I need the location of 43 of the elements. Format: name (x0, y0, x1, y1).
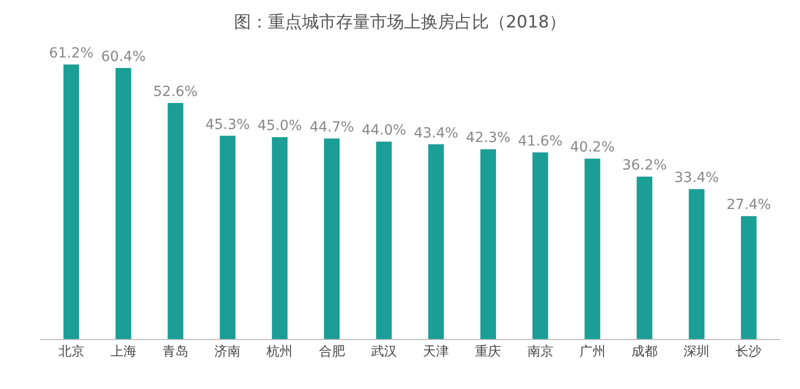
x-tick-label: 长沙 (736, 344, 762, 360)
bar (740, 216, 757, 339)
data-label: 45.0% (257, 118, 302, 134)
data-label: 33.4% (674, 170, 719, 186)
data-label: 45.3% (205, 116, 250, 133)
bar (220, 136, 236, 339)
x-tick-label: 重庆 (475, 344, 502, 360)
bar (688, 189, 704, 339)
x-tick-label: 深圳 (684, 344, 710, 360)
x-tick-label: 武汉 (370, 344, 397, 360)
data-label: 42.3% (466, 130, 510, 146)
data-label: 60.4% (101, 49, 146, 66)
bar (532, 152, 548, 339)
x-tick-label: 成都 (632, 344, 658, 360)
x-tick-label: 杭州 (266, 344, 293, 360)
bar (584, 158, 600, 339)
x-tick-label: 北京 (58, 344, 84, 360)
data-label: 43.4% (414, 125, 458, 142)
data-label: 27.4% (726, 197, 771, 214)
bar (168, 103, 184, 339)
bar (324, 138, 340, 339)
x-tick-label: 天津 (423, 344, 450, 360)
bar (376, 142, 392, 339)
data-label: 44.7% (310, 119, 354, 136)
data-label: 61.2% (49, 45, 94, 62)
data-label: 40.2% (570, 140, 615, 156)
x-tick-label: 南京 (527, 344, 554, 360)
x-tick-label: 青岛 (162, 344, 188, 360)
data-label: 44.0% (362, 122, 406, 139)
x-tick-label: 合肥 (318, 344, 345, 360)
data-label: 41.6% (518, 133, 563, 150)
bar (116, 68, 132, 339)
bar (636, 176, 652, 339)
chart-title: 图：重点城市存量市场上换房占比（2018） (234, 12, 566, 32)
bar (63, 64, 80, 339)
x-tick-label: 济南 (214, 344, 241, 360)
x-tick-label: 广州 (579, 344, 606, 360)
bar (272, 137, 288, 339)
data-label: 52.6% (153, 84, 198, 100)
bar (428, 144, 444, 339)
data-label: 36.2% (622, 158, 667, 174)
x-tick-label: 上海 (110, 344, 136, 360)
bar (480, 149, 496, 339)
